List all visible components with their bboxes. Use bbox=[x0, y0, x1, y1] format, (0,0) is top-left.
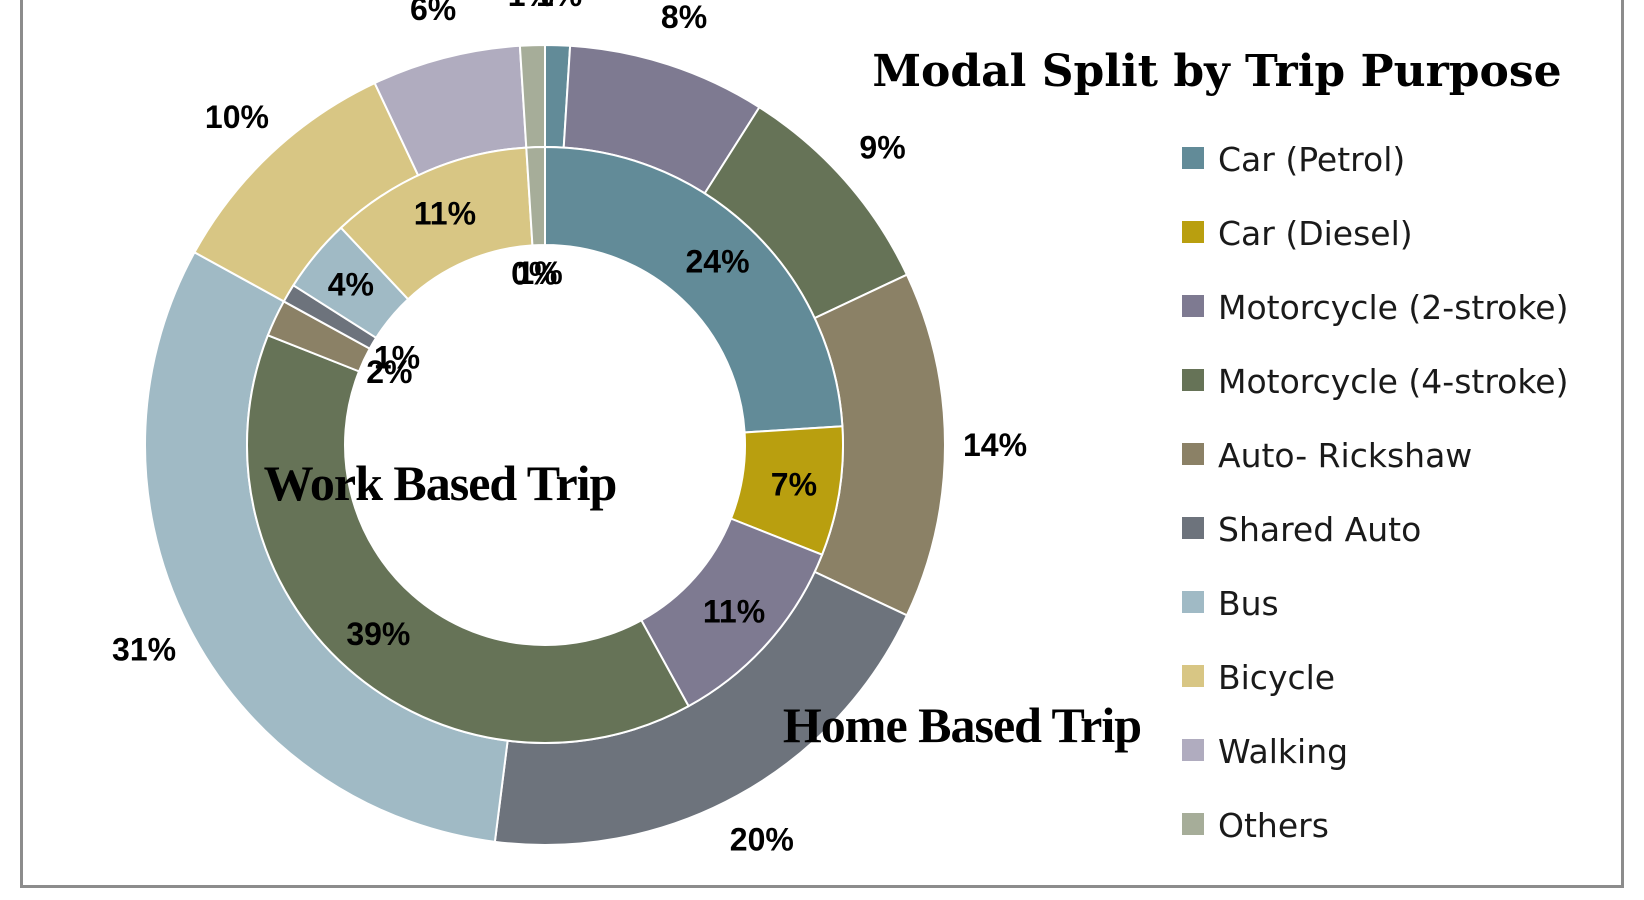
legend-swatch-bus bbox=[1182, 591, 1204, 613]
legend-swatch-motorcycle-2-stroke bbox=[1182, 295, 1204, 317]
inner-label-car-diesel: 7% bbox=[771, 466, 817, 502]
chart-frame bbox=[20, 0, 1624, 888]
outer-label-car-petrol: 1% bbox=[536, 0, 582, 13]
inner-label-shared-auto: 1% bbox=[374, 339, 420, 375]
inner-slice-motorcycle-4-stroke bbox=[246, 334, 690, 744]
inner-slice-others bbox=[525, 145, 546, 247]
legend-swatch-shared-auto bbox=[1182, 517, 1204, 539]
legend: Car (Petrol) Car (Diesel) Motorcycle (2-st… bbox=[1182, 140, 1568, 845]
legend-label-shared-auto: Shared Auto bbox=[1218, 510, 1421, 549]
inner-label-motorcycle-2-stroke: 11% bbox=[703, 594, 765, 630]
legend-label-bicycle: Bicycle bbox=[1218, 658, 1335, 697]
outer-label-motorcycle-4-stroke: 9% bbox=[859, 129, 905, 165]
inner-label-car-petrol: 24% bbox=[685, 243, 749, 279]
legend-label-others: Others bbox=[1218, 806, 1329, 845]
legend-label-car-petrol: Car (Petrol) bbox=[1218, 140, 1405, 179]
legend-swatch-car-petrol bbox=[1182, 147, 1204, 169]
legend-swatch-others bbox=[1182, 813, 1204, 835]
legend-swatch-car-diesel bbox=[1182, 221, 1204, 243]
outer-ring-label: Home Based Trip bbox=[783, 697, 1141, 753]
legend-label-motorcycle-4-stroke: Motorcycle (4-stroke) bbox=[1218, 362, 1568, 401]
chart-title: Modal Split by Trip Purpose bbox=[872, 46, 1561, 97]
legend-label-car-diesel: Car (Diesel) bbox=[1218, 214, 1413, 253]
outer-label-bicycle: 10% bbox=[205, 99, 269, 135]
legend-label-walking: Walking bbox=[1218, 732, 1348, 771]
outer-label-bus: 31% bbox=[112, 631, 176, 667]
outer-label-motorcycle-2-stroke: 8% bbox=[661, 0, 707, 35]
legend-swatch-bicycle bbox=[1182, 665, 1204, 687]
legend-swatch-walking bbox=[1182, 739, 1204, 761]
inner-label-others: 1% bbox=[516, 255, 562, 291]
inner-ring-label: Work Based Trip bbox=[264, 455, 617, 511]
legend-label-bus: Bus bbox=[1218, 584, 1279, 623]
legend-swatch-auto-rickshaw bbox=[1182, 443, 1204, 465]
slice-labels: 24%7%11%39%2%1%4%11%0%1%1%8%9%14%20%31%1… bbox=[112, 0, 1027, 857]
inner-label-bicycle: 11% bbox=[414, 196, 476, 232]
inner-slice-car-petrol bbox=[544, 145, 844, 434]
inner-label-walking: 0% bbox=[511, 255, 557, 291]
outer-label-auto-rickshaw: 14% bbox=[963, 427, 1027, 463]
inner-label-motorcycle-4-stroke: 39% bbox=[346, 616, 410, 652]
inner-ring-work-based-trip bbox=[246, 145, 844, 744]
outer-label-walking: 6% bbox=[410, 0, 456, 27]
legend-label-auto-rickshaw: Auto- Rickshaw bbox=[1218, 436, 1472, 475]
outer-label-others: 1% bbox=[508, 0, 554, 13]
inner-label-bus: 4% bbox=[328, 266, 374, 302]
outer-label-shared-auto: 20% bbox=[730, 821, 794, 857]
legend-swatch-motorcycle-4-stroke bbox=[1182, 369, 1204, 391]
legend-label-motorcycle-2-stroke: Motorcycle (2-stroke) bbox=[1218, 288, 1568, 327]
inner-label-auto-rickshaw: 2% bbox=[366, 354, 412, 390]
